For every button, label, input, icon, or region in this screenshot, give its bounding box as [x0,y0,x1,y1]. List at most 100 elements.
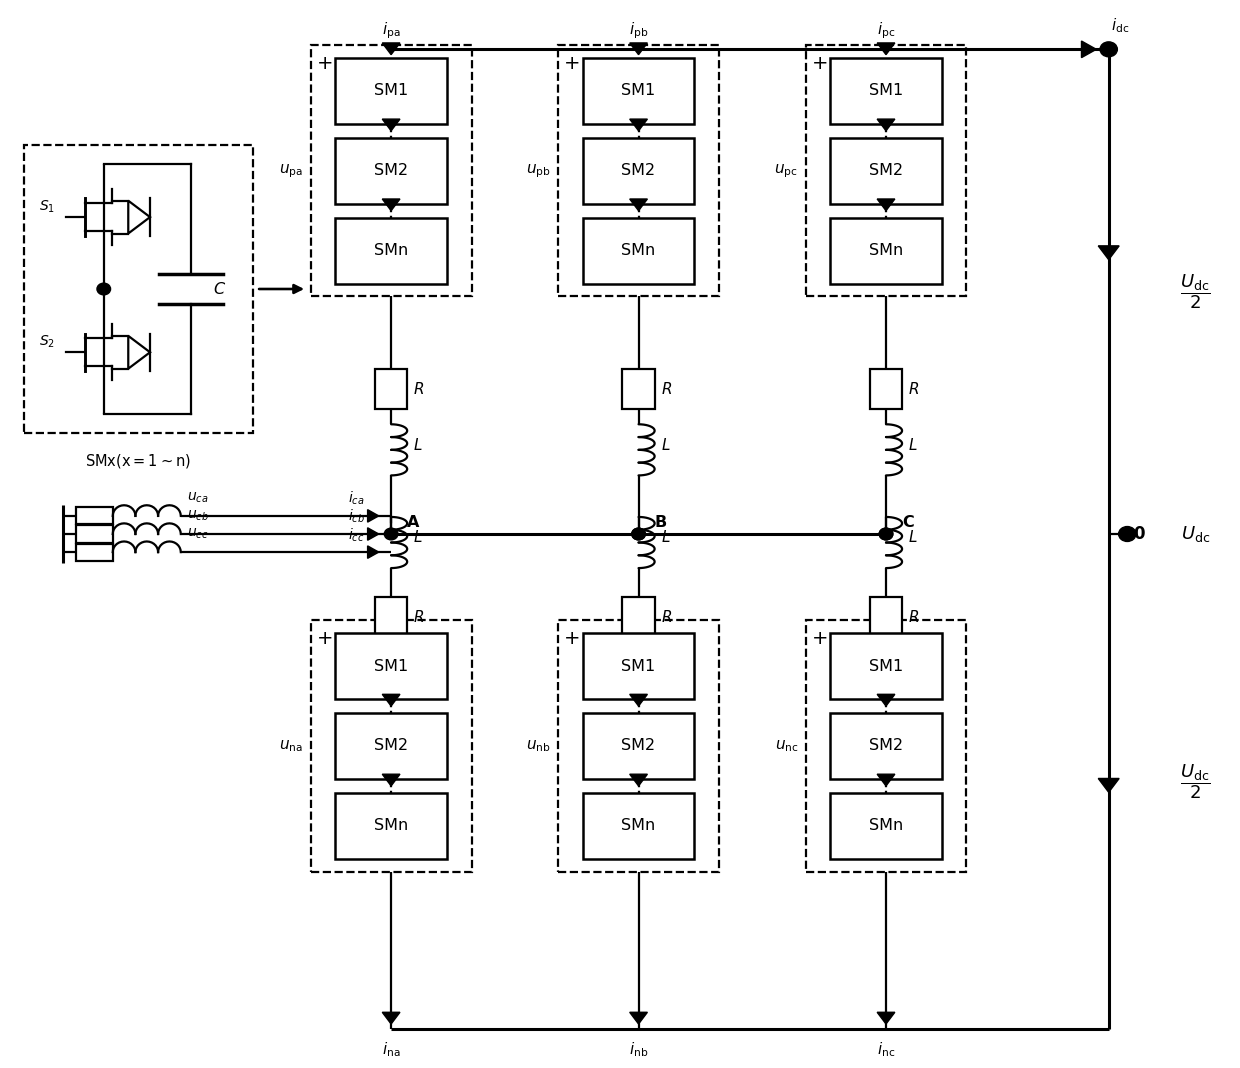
Bar [336,58,446,124]
Text: A: A [407,515,419,530]
Text: $L$: $L$ [413,530,423,546]
Text: +: + [317,629,334,648]
Text: $R$: $R$ [661,381,672,397]
Text: $R$: $R$ [661,609,672,625]
Bar [806,45,966,297]
Bar [558,621,719,871]
Text: SM2: SM2 [374,738,408,754]
Polygon shape [877,1012,895,1024]
Polygon shape [630,120,647,130]
Text: $S_2$: $S_2$ [38,333,55,350]
Polygon shape [382,1012,401,1024]
Bar [870,368,901,409]
Bar [311,45,471,297]
Bar [622,597,655,638]
Text: SM1: SM1 [374,83,408,98]
Text: —: — [878,272,894,290]
Circle shape [631,529,645,539]
Polygon shape [367,509,378,522]
Circle shape [879,529,893,539]
Bar [374,597,407,638]
Text: $i_{\rm pb}$: $i_{\rm pb}$ [629,20,649,41]
Text: —: — [630,272,647,290]
Text: SM2: SM2 [869,738,903,754]
Polygon shape [1099,779,1120,792]
Text: $\mathrm{SMx(x=1{\sim}n)}$: $\mathrm{SMx(x=1{\sim}n)}$ [86,452,191,470]
Bar [831,633,941,700]
Polygon shape [128,335,150,368]
Text: $u_{\rm pb}$: $u_{\rm pb}$ [526,162,551,179]
Text: $u_{\rm nc}$: $u_{\rm nc}$ [775,738,799,754]
Bar [831,713,941,779]
Text: $u_{cb}$: $u_{cb}$ [187,509,208,523]
Text: $L$: $L$ [908,530,918,546]
Polygon shape [1099,246,1120,260]
Polygon shape [877,774,895,786]
Text: $i_{\rm dc}$: $i_{\rm dc}$ [1111,17,1130,35]
Circle shape [879,529,893,539]
Circle shape [1100,42,1117,57]
Text: $i_{\rm pc}$: $i_{\rm pc}$ [877,20,895,41]
Circle shape [97,283,110,295]
Polygon shape [877,694,895,706]
Text: $C$: $C$ [213,281,226,297]
Text: —: — [878,847,894,865]
Circle shape [631,529,645,539]
Text: SMn: SMn [869,244,903,258]
Bar [583,138,694,204]
Polygon shape [1081,41,1096,58]
Text: $L$: $L$ [661,437,671,453]
Polygon shape [877,120,895,130]
Bar [831,58,941,124]
Text: $u_{ca}$: $u_{ca}$ [187,491,208,505]
Bar [24,145,253,433]
Text: $i_{\rm nc}$: $i_{\rm nc}$ [877,1040,895,1058]
Polygon shape [382,694,401,706]
Text: SM1: SM1 [374,659,408,674]
Polygon shape [630,199,647,210]
Bar [374,368,407,409]
Bar [336,633,446,700]
Text: $L$: $L$ [661,530,671,546]
Text: —: — [383,847,399,865]
Text: +: + [564,629,580,648]
Text: $u_{\rm na}$: $u_{\rm na}$ [279,738,304,754]
Bar [76,525,113,543]
Text: $U_{\rm dc}$: $U_{\rm dc}$ [1180,524,1210,544]
Bar [336,138,446,204]
Text: $u_{\rm pa}$: $u_{\rm pa}$ [279,162,304,179]
Bar [806,621,966,871]
Bar [583,792,694,859]
Text: +: + [812,53,828,73]
Bar [76,544,113,561]
Text: $L$: $L$ [908,437,918,453]
Bar [558,45,719,297]
Polygon shape [382,43,401,54]
Polygon shape [630,1012,647,1024]
Text: +: + [812,629,828,648]
Text: $u_{cc}$: $u_{cc}$ [187,527,208,541]
Bar [831,792,941,859]
Text: $S_1$: $S_1$ [38,199,55,215]
Text: +: + [564,53,580,73]
Bar [76,507,113,524]
Polygon shape [382,774,401,786]
Text: SMn: SMn [869,818,903,833]
Text: $i_{cc}$: $i_{cc}$ [347,527,365,544]
Polygon shape [877,199,895,210]
Text: $i_{ca}$: $i_{ca}$ [347,490,365,507]
Polygon shape [630,774,647,786]
Bar [583,58,694,124]
Text: SMn: SMn [374,244,408,258]
Bar [583,713,694,779]
Text: SM1: SM1 [621,659,656,674]
Bar [336,713,446,779]
Text: $u_{\rm nb}$: $u_{\rm nb}$ [526,738,551,754]
Text: SM1: SM1 [869,659,903,674]
Text: $R$: $R$ [413,381,424,397]
Polygon shape [382,120,401,130]
Polygon shape [630,43,647,54]
Bar [622,368,655,409]
Text: SM1: SM1 [621,83,656,98]
Text: SMn: SMn [621,244,656,258]
